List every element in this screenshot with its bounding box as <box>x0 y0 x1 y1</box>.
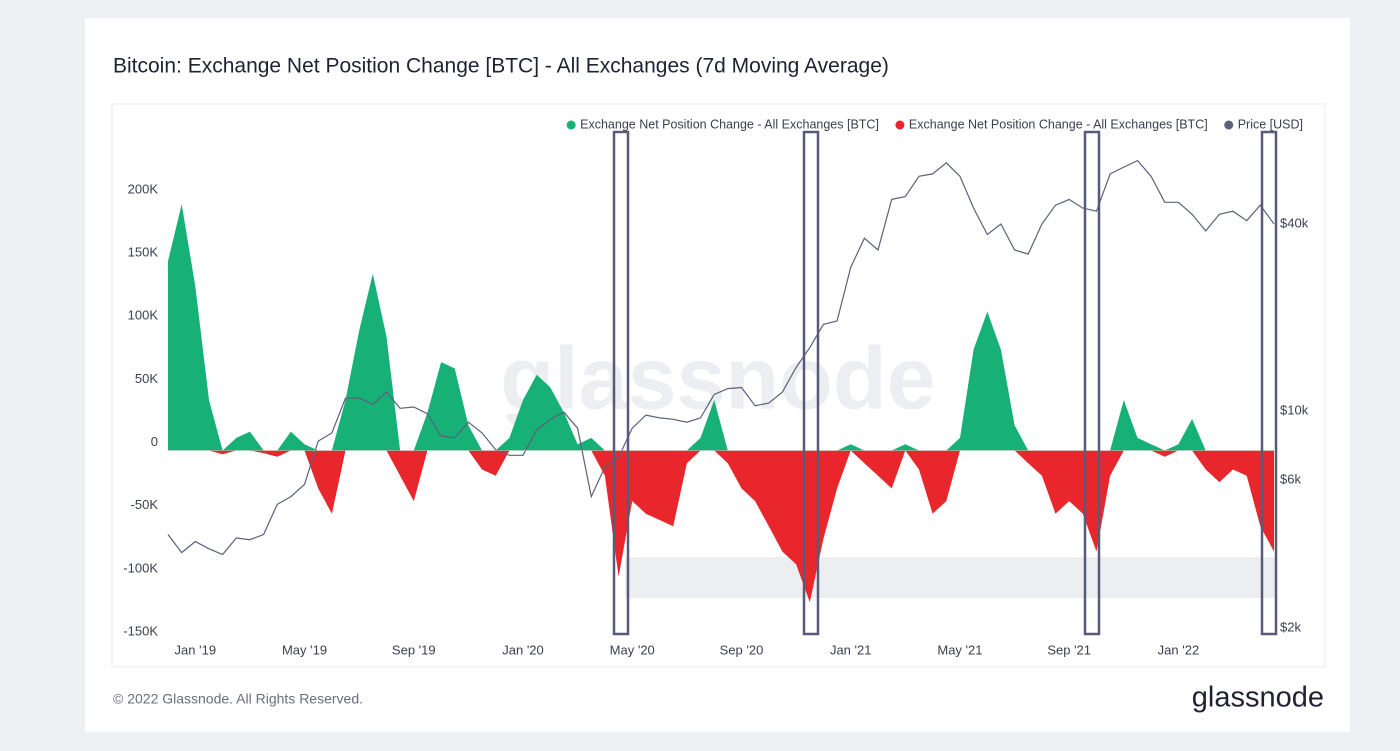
legend-dot <box>566 120 576 130</box>
y-tick-label: -100K <box>123 560 158 575</box>
copyright: © 2022 Glassnode. All Rights Reserved. <box>113 691 363 707</box>
legend-label: Exchange Net Position Change - All Excha… <box>909 117 1208 131</box>
legend: Price [USD] Exchange Net Position Change … <box>566 117 1303 131</box>
x-tick-label: Jan '19 <box>175 642 217 657</box>
plot-frame <box>111 103 1326 668</box>
y-tick-label: 0 <box>151 434 158 449</box>
area <box>168 204 1274 451</box>
legend-label: Exchange Net Position Change - All Excha… <box>580 117 879 131</box>
highlight-boxes <box>612 130 1278 636</box>
card <box>85 18 1350 732</box>
x-tick-label: May '20 <box>610 642 655 657</box>
plot-layer: -150K -100K -50K 0 50K 100K 150K 200K $2k $6k $10k… <box>123 159 1309 657</box>
x-tick-label: May '19 <box>282 642 327 657</box>
highlight-box <box>802 130 820 636</box>
y-tick-label: 100K <box>128 308 159 323</box>
y-tick-label: -50K <box>131 497 159 512</box>
legend-dot <box>895 120 905 130</box>
highlight-box <box>612 130 630 636</box>
y2-tick-label: $6k <box>1280 471 1301 486</box>
highlight-band <box>625 557 1276 598</box>
y2-tick-label: $2k <box>1280 619 1301 634</box>
x-tick-label: Jan '21 <box>830 642 872 657</box>
x-tick-label: Jan '22 <box>1158 642 1200 657</box>
highlight-box <box>1260 130 1278 636</box>
highlight-box <box>1083 130 1101 636</box>
x-tick-label: Sep '20 <box>720 642 764 657</box>
legend-label: Price [USD] <box>1238 117 1303 131</box>
y-tick-label: 150K <box>128 244 159 259</box>
legend-dot <box>1224 120 1234 130</box>
logo: glassnode <box>1192 682 1324 714</box>
x-tick-label: Jan '20 <box>502 642 544 657</box>
y-tick-label: -150K <box>123 623 158 638</box>
price-line <box>167 159 1275 556</box>
y2-tick-label: $40k <box>1280 215 1309 230</box>
chart-title: Bitcoin: Exchange Net Position Change [B… <box>113 55 889 78</box>
x-tick-label: Sep '19 <box>392 642 436 657</box>
x-tick-label: May '21 <box>937 642 982 657</box>
y-tick-label: 200K <box>128 181 159 196</box>
y-tick-label: 50K <box>135 371 158 386</box>
y2-tick-label: $10k <box>1280 402 1309 417</box>
watermark: glassnode <box>500 328 935 427</box>
x-tick-label: Sep '21 <box>1047 642 1091 657</box>
